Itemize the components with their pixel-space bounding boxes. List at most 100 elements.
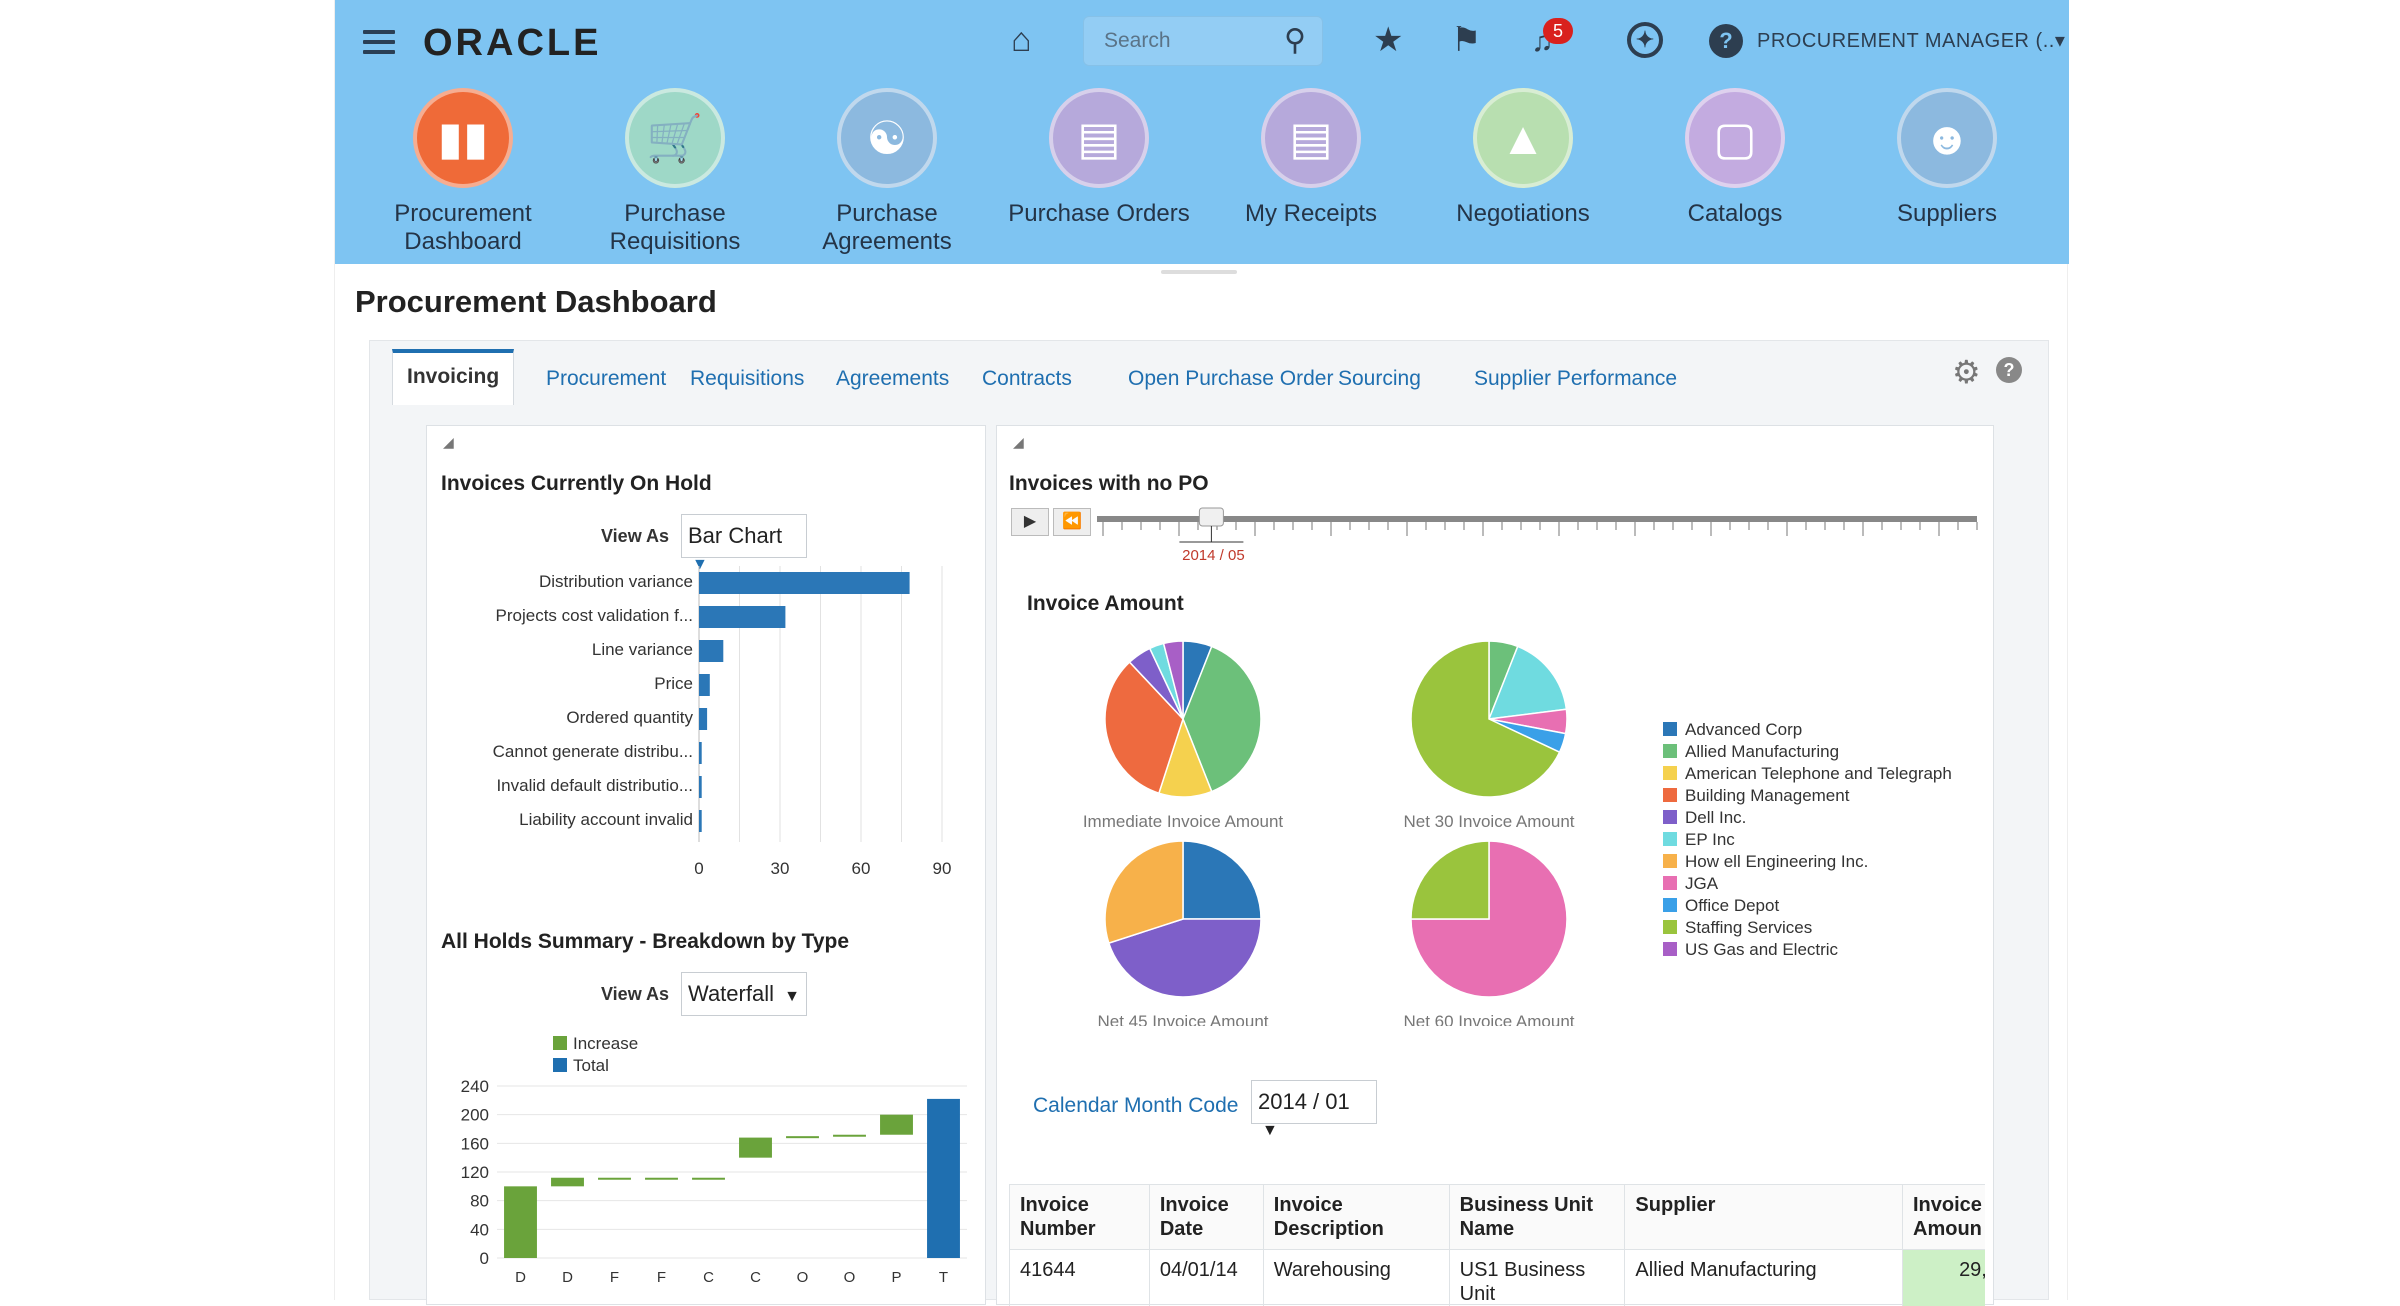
waterfall-bar[interactable] (880, 1115, 913, 1135)
waterfall-bar[interactable] (739, 1138, 772, 1158)
bar[interactable] (699, 810, 702, 832)
waterfall-bar[interactable] (504, 1186, 537, 1258)
summary-view-as-select[interactable]: Waterfall ▼ (681, 972, 807, 1016)
holds-view-as-select[interactable]: Bar Chart ▼ (681, 514, 807, 558)
tab-open-purchase-order[interactable]: Open Purchase Order (1128, 367, 1333, 391)
settings-gear-icon[interactable]: ⚙ (1952, 353, 1981, 391)
app-procurement-dashboard-icon: ▮▮ (413, 88, 513, 188)
slider-track[interactable] (1097, 516, 1977, 522)
legend-swatch (1663, 810, 1677, 824)
app-label: Purchase Agreements (787, 200, 987, 256)
user-menu[interactable]: PROCUREMENT MANAGER (..▾ (1757, 28, 2065, 53)
x-tick-label: T (939, 1269, 948, 1286)
x-tick-label: C (703, 1269, 714, 1286)
legend-item: Office Depot (1663, 896, 1779, 916)
notification-count-badge: 5 (1543, 18, 1573, 44)
column-header[interactable]: Invoice Amoun (1903, 1185, 1986, 1250)
waterfall-bar[interactable] (786, 1136, 819, 1138)
legend-label: Building Management (1685, 786, 1849, 805)
bar[interactable] (699, 776, 702, 798)
x-tick-label: P (891, 1269, 901, 1286)
search-input[interactable]: Search ⚲ (1083, 16, 1323, 66)
slider-thumb[interactable] (1199, 508, 1223, 526)
bar[interactable] (699, 742, 702, 764)
app-procurement-dashboard[interactable]: ▮▮Procurement Dashboard (363, 88, 563, 256)
legend-swatch (1663, 898, 1677, 912)
tab-procurement[interactable]: Procurement (546, 367, 666, 391)
app-purchase-orders[interactable]: ▤Purchase Orders (999, 88, 1199, 228)
bar[interactable] (699, 708, 707, 730)
legend-label: JGA (1685, 874, 1718, 893)
waterfall-bar[interactable] (927, 1099, 960, 1258)
help-icon[interactable]: ? (1709, 24, 1743, 58)
tab-requisitions[interactable]: Requisitions (690, 367, 804, 391)
tab-invoicing[interactable]: Invoicing (392, 349, 514, 405)
springboard-collapse-handle[interactable] (1161, 270, 1237, 274)
app-negotiations[interactable]: ▲Negotiations (1423, 88, 1623, 228)
waterfall-bar[interactable] (692, 1178, 725, 1180)
menu-icon[interactable] (363, 30, 395, 56)
bar[interactable] (699, 674, 710, 696)
rewind-button[interactable]: ⏪ (1053, 508, 1091, 536)
y-tick-label: 200 (461, 1106, 489, 1125)
bar-category-label: Line variance (592, 640, 693, 659)
bar[interactable] (699, 606, 785, 628)
app-purchase-agreements[interactable]: ☯Purchase Agreements (787, 88, 987, 256)
help-icon[interactable]: ? (1996, 357, 2022, 383)
pie-slice[interactable] (1411, 841, 1489, 919)
tab-contracts[interactable]: Contracts (982, 367, 1072, 391)
legend-label: EP Inc (1685, 830, 1735, 849)
column-header[interactable]: Invoice Date (1149, 1185, 1263, 1250)
tab-supplier-performance[interactable]: Supplier Performance (1474, 367, 1677, 391)
app-label: Negotiations (1423, 200, 1623, 228)
y-tick-label: 240 (461, 1077, 489, 1096)
app-label: Catalogs (1635, 200, 1835, 228)
column-header[interactable]: Supplier (1625, 1185, 1903, 1250)
legend-swatch (1663, 744, 1677, 758)
app-label: Suppliers (1847, 200, 2047, 228)
home-icon[interactable]: ⌂ (1011, 20, 1032, 60)
nopo-title: Invoices with no PO (1009, 472, 1209, 496)
collapse-icon[interactable]: ◢ (443, 434, 454, 451)
tab-agreements[interactable]: Agreements (836, 367, 949, 391)
tab-sourcing[interactable]: Sourcing (1338, 367, 1421, 391)
bar[interactable] (699, 572, 910, 594)
legend-swatch (1663, 942, 1677, 956)
waterfall-bar[interactable] (598, 1178, 631, 1180)
column-header[interactable]: Business Unit Name (1449, 1185, 1625, 1250)
search-icon[interactable]: ⚲ (1284, 23, 1306, 58)
table-cell: 29,5 (1903, 1250, 1986, 1306)
legend-swatch (553, 1036, 567, 1050)
legend-item: EP Inc (1663, 830, 1735, 850)
waterfall-bar[interactable] (551, 1178, 584, 1187)
waterfall-bar[interactable] (833, 1135, 866, 1137)
x-tick-label: O (844, 1269, 856, 1286)
bar[interactable] (699, 640, 723, 662)
holds-title: Invoices Currently On Hold (441, 472, 712, 496)
legend-item: Advanced Corp (1663, 720, 1802, 740)
oracle-logo[interactable]: ORACLE (423, 22, 601, 65)
legend-item: American Telephone and Telegraph (1663, 764, 1952, 784)
calendar-month-select[interactable]: 2014 / 01 ▼ (1251, 1080, 1377, 1124)
column-header[interactable]: Invoice Number (1010, 1185, 1150, 1250)
pie-slice[interactable] (1183, 841, 1261, 919)
time-slider[interactable]: 2014 / 05 (1097, 504, 1987, 564)
favorites-star-icon[interactable]: ★ (1373, 20, 1403, 60)
column-header[interactable]: Invoice Description (1263, 1185, 1449, 1250)
accessibility-icon[interactable]: ✦ (1627, 22, 1663, 58)
legend-swatch (1663, 832, 1677, 846)
collapse-icon[interactable]: ◢ (1013, 434, 1024, 451)
legend-label: Allied Manufacturing (1685, 742, 1839, 761)
pie-title: Net 30 Invoice Amount (1403, 812, 1574, 831)
app-catalogs[interactable]: ▢Catalogs (1635, 88, 1835, 228)
legend-label: Dell Inc. (1685, 808, 1746, 827)
app-suppliers[interactable]: ☻Suppliers (1847, 88, 2047, 228)
waterfall-bar[interactable] (645, 1178, 678, 1180)
app-purchase-requisitions[interactable]: 🛒Purchase Requisitions (575, 88, 775, 256)
legend-item: Building Management (1663, 786, 1849, 806)
app-my-receipts[interactable]: ▤My Receipts (1211, 88, 1411, 228)
play-button[interactable]: ▶ (1011, 508, 1049, 536)
watchlist-flag-icon[interactable]: ⚑ (1451, 20, 1481, 60)
legend-item: How ell Engineering Inc. (1663, 852, 1868, 872)
